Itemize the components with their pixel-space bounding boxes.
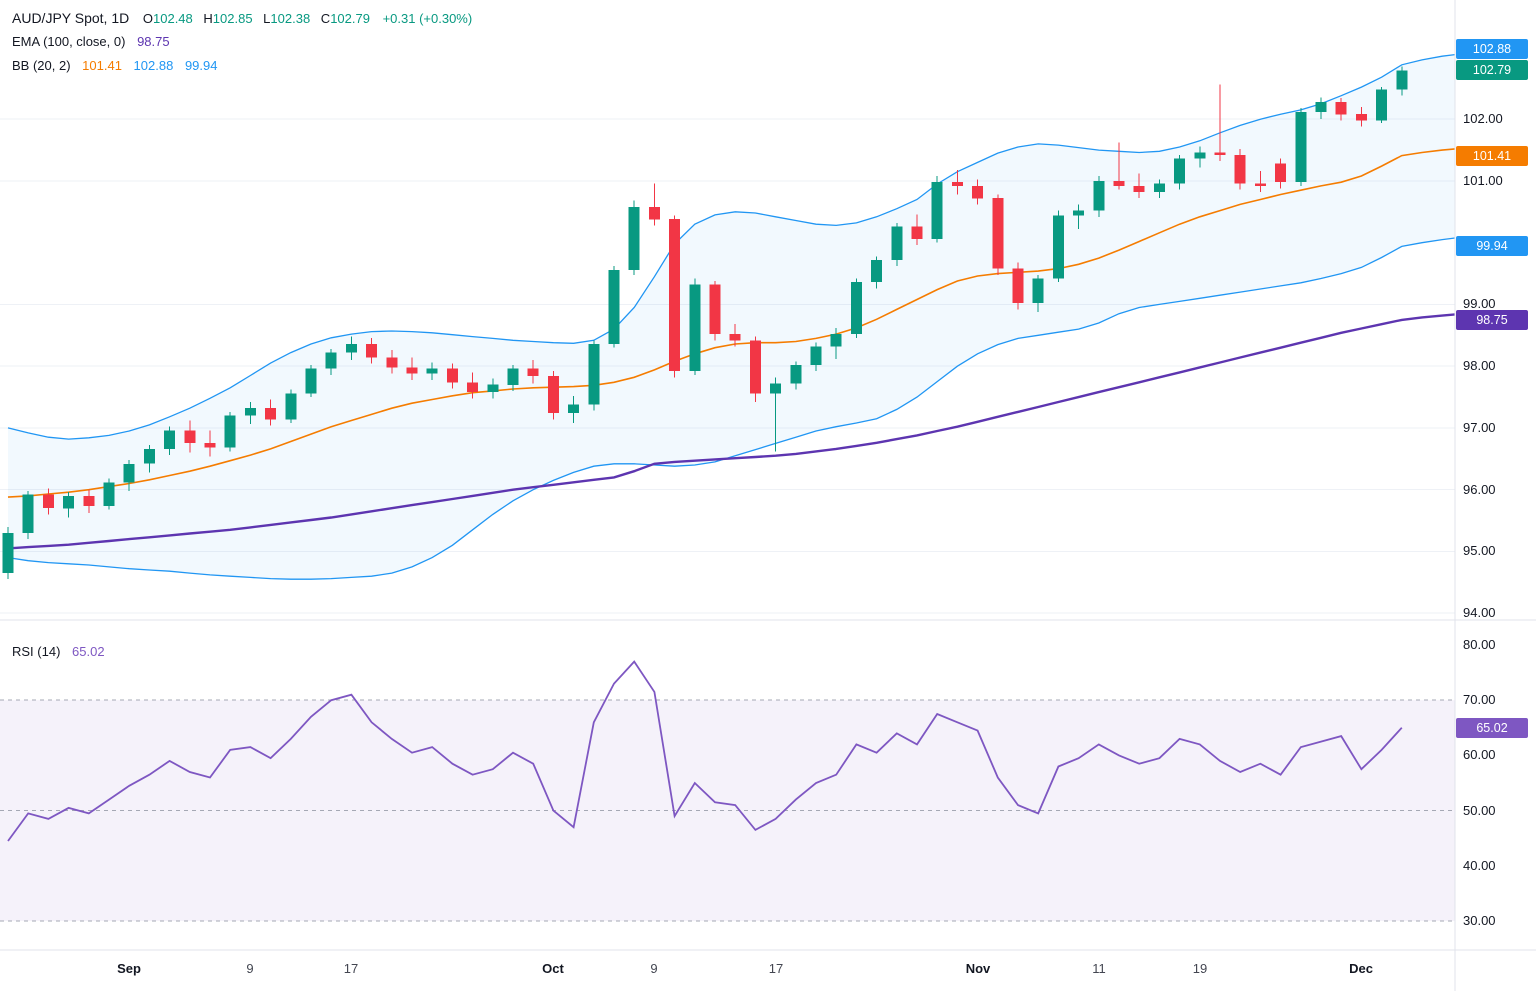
rsi-tick-label: 60.00 <box>1463 747 1496 762</box>
axis-value-badge: 102.79 <box>1456 60 1528 80</box>
price-tick-label: 97.00 <box>1463 420 1496 435</box>
axis-value-badge: 98.75 <box>1456 310 1528 330</box>
time-label: 17 <box>768 961 784 976</box>
high-label: H <box>203 11 213 26</box>
rsi-indicator-label[interactable]: RSI (14) <box>12 644 61 659</box>
open-label: O <box>142 11 153 26</box>
price-tick-label: 98.00 <box>1463 358 1496 373</box>
price-tick-label: 101.00 <box>1463 173 1503 188</box>
rsi-legend-row: RSI (14) 65.02 <box>12 640 105 664</box>
bb-lower-value: 99.94 <box>184 58 218 73</box>
ohlc-close: C102.79 <box>321 11 370 26</box>
price-tick-label: 99.00 <box>1463 296 1496 311</box>
low-value: 102.38 <box>270 11 311 26</box>
rsi-tick-label: 50.00 <box>1463 803 1496 818</box>
rsi-tick-label: 70.00 <box>1463 692 1496 707</box>
time-label: 11 <box>1092 961 1106 976</box>
rsi-tick-label: 80.00 <box>1463 637 1496 652</box>
change-value: +0.31 (+0.30%) <box>382 11 473 26</box>
rsi-panel-legend: RSI (14) 65.02 <box>12 640 105 664</box>
ohlc-high: H102.85 <box>203 11 252 26</box>
rsi-tick-label: 40.00 <box>1463 858 1496 873</box>
time-label: Nov <box>965 961 991 976</box>
bb-upper-value: 102.88 <box>133 58 174 73</box>
time-label: 19 <box>1192 961 1208 976</box>
low-label: L <box>263 11 271 26</box>
time-label: 9 <box>650 961 658 976</box>
price-tick-label: 102.00 <box>1463 111 1503 126</box>
bb-basis-value: 101.41 <box>82 58 122 73</box>
time-label: 17 <box>343 961 359 976</box>
close-label: C <box>320 11 331 26</box>
price-axis[interactable]: 102.00 101.00 99.00 98.00 97.00 96.00 95.00 94.… <box>1455 0 1536 991</box>
time-label: Sep <box>117 961 141 976</box>
close-value: 102.79 <box>330 11 370 26</box>
symbol-title[interactable]: AUD/JPY Spot, 1D <box>12 10 130 26</box>
price-tick-label: 96.00 <box>1463 482 1496 497</box>
ohlc-open: O102.48 <box>143 11 193 26</box>
ema-value: 98.75 <box>137 34 170 49</box>
bb-legend-row: BB (20, 2) 101.41 102.88 99.94 <box>12 54 472 78</box>
price-tick-label: 94.00 <box>1463 605 1496 620</box>
symbol-ohlc-row: AUD/JPY Spot, 1D O102.48 H102.85 L102.38… <box>12 6 472 30</box>
axis-value-badge: 99.94 <box>1456 236 1528 256</box>
rsi-tick-label: 30.00 <box>1463 913 1496 928</box>
axis-value-badge: 102.88 <box>1456 39 1528 59</box>
price-tick-label: 95.00 <box>1463 543 1496 558</box>
time-label: 9 <box>246 961 254 976</box>
ema-indicator-label[interactable]: EMA (100, close, 0) <box>12 34 126 49</box>
high-value: 102.85 <box>212 11 253 26</box>
ema-legend-row: EMA (100, close, 0) 98.75 <box>12 30 472 54</box>
time-label: Oct <box>542 961 564 976</box>
ohlc-low: L102.38 <box>263 11 310 26</box>
time-axis[interactable]: Sep 9 17 Oct 9 17 Nov 11 19 Dec <box>0 950 1455 991</box>
rsi-value: 65.02 <box>72 644 105 659</box>
axis-value-badge: 101.41 <box>1456 146 1528 166</box>
bb-indicator-label[interactable]: BB (20, 2) <box>12 58 71 73</box>
time-label: Dec <box>1349 961 1373 976</box>
main-chart-legend: AUD/JPY Spot, 1D O102.48 H102.85 L102.38… <box>12 6 472 78</box>
open-value: 102.48 <box>153 11 193 26</box>
axis-value-badge: 65.02 <box>1456 718 1528 738</box>
